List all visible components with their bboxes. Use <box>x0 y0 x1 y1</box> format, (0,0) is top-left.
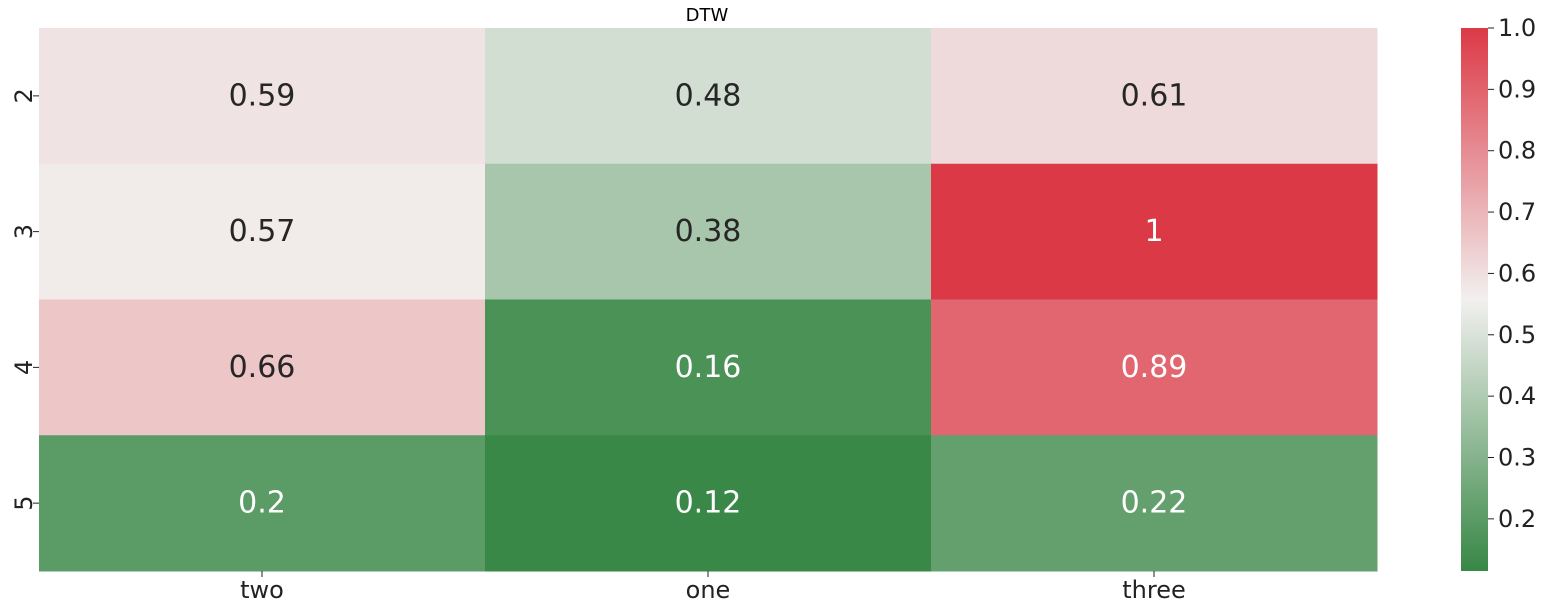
cell-value-label: 0.89 <box>1121 350 1188 385</box>
y-tick-label: 3 <box>10 224 38 239</box>
x-tick-label: one <box>686 576 731 604</box>
cell-value-labels: 0.59 0.48 0.61 0.57 0.38 1 0.66 0.16 0.89 0.2 0.12… <box>229 78 1188 520</box>
heatmap-cell <box>931 299 1378 436</box>
x-tick-label: two <box>240 576 284 604</box>
colorbar-ticks: 0.2 0.3 0.4 0.5 0.6 0.7 0.8 0.9 1.0 <box>1488 14 1536 533</box>
cell-value-label: 0.66 <box>229 350 296 385</box>
y-tick-label: 4 <box>10 360 38 375</box>
cell-value-label: 0.38 <box>675 214 742 249</box>
heatmap-cell <box>39 28 486 165</box>
cell-value-label: 0.61 <box>1121 78 1188 113</box>
colorbar-tick-label: 0.9 <box>1498 75 1536 103</box>
heatmap-cell <box>39 163 486 300</box>
x-tick-label: three <box>1122 576 1186 604</box>
x-axis: two one three <box>240 571 1186 604</box>
heatmap-cell <box>39 435 486 572</box>
heatmap-cell <box>931 435 1378 572</box>
cell-value-label: 0.22 <box>1121 486 1188 521</box>
heatmap-cell <box>39 299 486 436</box>
heatmap-cells <box>39 28 1378 572</box>
y-tick-label: 5 <box>10 495 38 510</box>
cell-value-label: 0.48 <box>675 78 742 113</box>
colorbar-tick-label: 0.4 <box>1498 382 1536 410</box>
colorbar-tick-label: 0.7 <box>1498 198 1536 226</box>
y-tick-label: 2 <box>10 88 38 103</box>
heatmap-cell <box>485 163 932 300</box>
heatmap-cell <box>931 28 1378 165</box>
colorbar-tick-label: 1.0 <box>1498 14 1536 42</box>
cell-value-label: 0.2 <box>238 486 286 521</box>
heatmap-cell <box>485 28 932 165</box>
heatmap-cell <box>931 163 1378 300</box>
cell-value-label: 0.12 <box>675 486 742 521</box>
colorbar-tick-label: 0.2 <box>1498 505 1536 533</box>
heatmap-cell <box>485 299 932 436</box>
cell-value-label: 0.57 <box>229 214 296 249</box>
colorbar-tick-label: 0.6 <box>1498 259 1536 287</box>
cell-value-label: 0.59 <box>229 78 296 113</box>
heatmap-cell <box>485 435 932 572</box>
cell-value-label: 0.16 <box>675 350 742 385</box>
colorbar <box>1461 28 1488 571</box>
colorbar-tick-label: 0.5 <box>1498 321 1536 349</box>
y-axis: 2 3 4 5 <box>10 88 39 511</box>
chart-title: DTW <box>686 5 729 26</box>
colorbar-tick-label: 0.3 <box>1498 443 1536 471</box>
cell-value-label: 1 <box>1144 214 1163 249</box>
colorbar-tick-label: 0.8 <box>1498 137 1536 165</box>
